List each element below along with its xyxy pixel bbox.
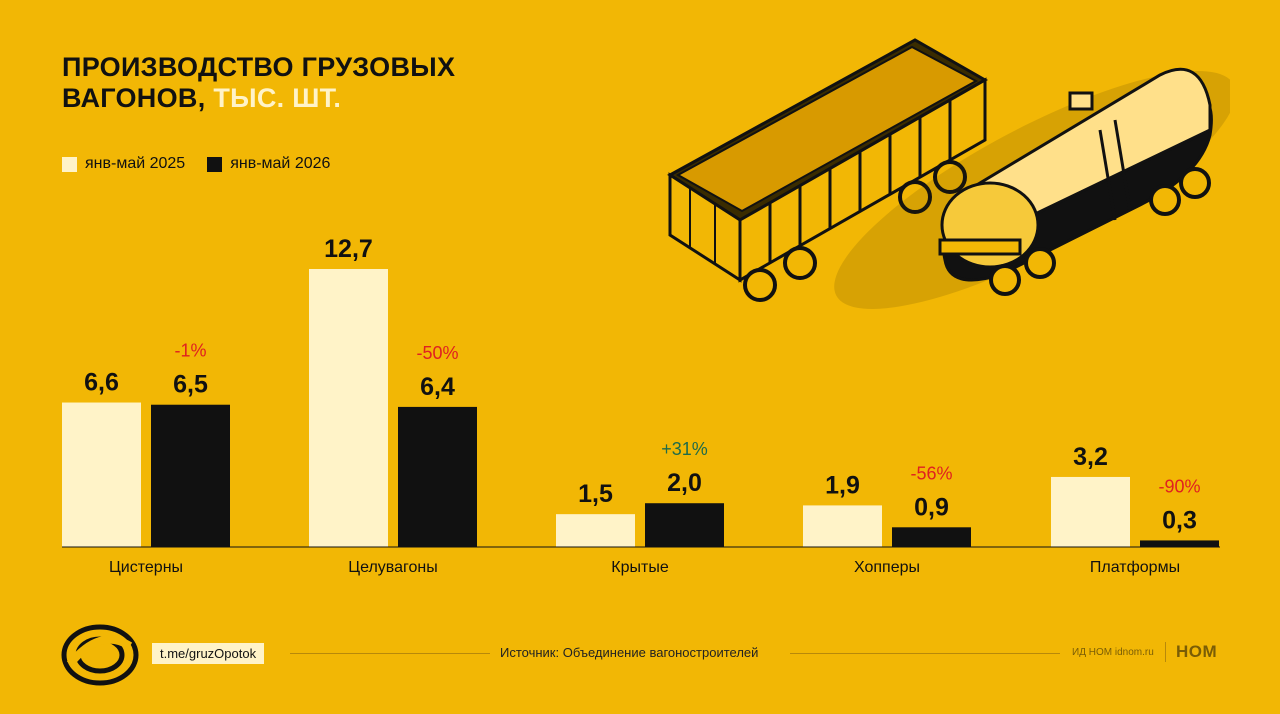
category-label: Целувагоны bbox=[348, 559, 437, 576]
title-line1: ПРОИЗВОДСТВО ГРУЗОВЫХ bbox=[62, 52, 456, 82]
gondola-car-icon bbox=[667, 38, 989, 302]
bar-2026 bbox=[645, 503, 724, 547]
category-label: Крытые bbox=[611, 559, 669, 576]
chart-title: ПРОИЗВОДСТВО ГРУЗОВЫХ ВАГОНОВ, ТЫС. ШТ. bbox=[62, 52, 455, 114]
change-label: -90% bbox=[1158, 476, 1200, 496]
category-label: Хопперы bbox=[854, 559, 920, 576]
bar-2026 bbox=[1140, 540, 1219, 547]
legend-label-2025: янв-май 2025 bbox=[85, 155, 186, 172]
footer-divider-left bbox=[290, 653, 490, 654]
change-label: -56% bbox=[910, 463, 952, 483]
value-label: 6,4 bbox=[420, 373, 455, 401]
value-label: 2,0 bbox=[667, 469, 702, 497]
source-text: Источник: Объединение вагоностроителей bbox=[500, 645, 759, 660]
change-label: -1% bbox=[174, 341, 206, 361]
legend-swatch-2026 bbox=[207, 156, 223, 172]
track-rings-logo bbox=[61, 624, 139, 686]
value-label: 12,7 bbox=[324, 235, 373, 263]
bar-2025 bbox=[1051, 476, 1130, 547]
bar-2026 bbox=[151, 404, 230, 547]
value-label: 0,3 bbox=[1162, 506, 1197, 534]
bar-2026 bbox=[398, 406, 477, 547]
change-label: -50% bbox=[416, 343, 458, 363]
footer-divider-right bbox=[790, 653, 1060, 654]
value-label: 6,6 bbox=[84, 369, 119, 397]
publisher-text: ИД НОМ idnom.ru bbox=[1072, 647, 1154, 658]
value-label: 0,9 bbox=[914, 493, 949, 521]
legend-item-2025: янв-май 2025 bbox=[62, 155, 185, 173]
legend: янв-май 2025 янв-май 2026 bbox=[62, 155, 352, 173]
telegram-link[interactable]: t.me/gruzOpotok bbox=[152, 643, 265, 664]
value-label: 1,5 bbox=[578, 480, 613, 508]
footer-separator bbox=[1165, 642, 1166, 662]
tank-car-icon bbox=[834, 67, 1230, 309]
value-label: 6,5 bbox=[173, 371, 208, 399]
value-label: 3,2 bbox=[1073, 443, 1108, 471]
category-label: Платформы bbox=[1090, 559, 1180, 576]
title-unit: ТЫС. ШТ. bbox=[205, 83, 342, 113]
bar-2025 bbox=[803, 505, 882, 547]
value-label: 1,9 bbox=[825, 471, 860, 499]
title-line2: ВАГОНОВ, bbox=[62, 83, 206, 113]
bar-2025 bbox=[556, 514, 635, 547]
brand-logo: НОМ bbox=[1176, 642, 1218, 661]
legend-item-2026: янв-май 2026 bbox=[207, 155, 330, 173]
legend-label-2026: янв-май 2026 bbox=[230, 155, 331, 172]
category-label: Цистерны bbox=[109, 559, 183, 576]
bar-2026 bbox=[892, 527, 971, 547]
legend-swatch-2025 bbox=[62, 156, 77, 172]
bar-2025 bbox=[309, 269, 388, 547]
change-label: +31% bbox=[661, 439, 708, 459]
freight-wagons-illustration bbox=[667, 38, 1230, 309]
bar-2025 bbox=[62, 402, 141, 547]
